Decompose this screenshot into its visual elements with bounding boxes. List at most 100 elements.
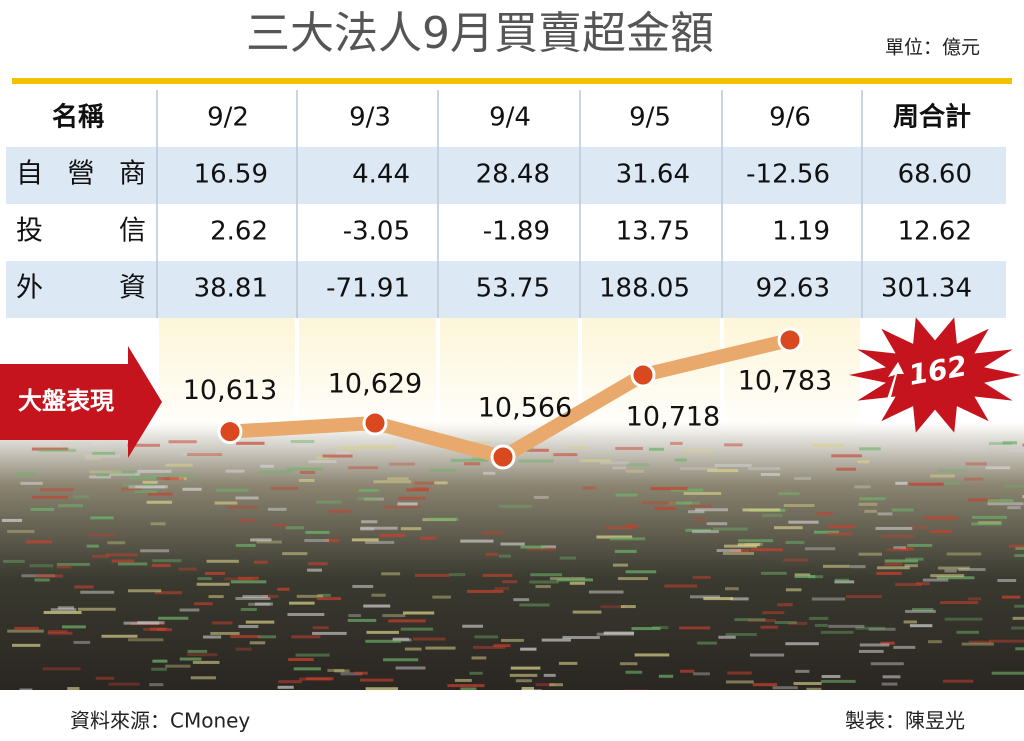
board-cell	[249, 641, 266, 645]
board-cell	[858, 649, 884, 653]
board-cell	[305, 530, 330, 534]
board-cell	[47, 631, 73, 635]
chart: 10,613 10,629 10,566 10,718 10,783	[183, 327, 832, 470]
board-cell	[773, 526, 803, 530]
board-cell	[850, 565, 866, 569]
board-cell	[137, 469, 172, 473]
credit: 製表：陳昱光	[845, 709, 965, 733]
board-cell	[324, 538, 340, 542]
board-cell	[387, 477, 409, 481]
board-cell	[1008, 544, 1024, 548]
board-cell	[463, 462, 481, 466]
board-cell	[987, 502, 1024, 506]
board-cell	[236, 441, 265, 445]
board-cell	[360, 526, 398, 530]
board-cell	[359, 678, 394, 682]
board-cell	[858, 552, 882, 556]
board-cell	[884, 562, 903, 566]
board-cell	[727, 671, 752, 675]
board-cell	[648, 447, 664, 451]
board-cell	[793, 682, 822, 686]
board-cell	[282, 552, 308, 556]
board-cell	[197, 577, 212, 581]
board-cell	[129, 475, 161, 479]
column-header: 名稱	[52, 102, 104, 133]
board-cell	[108, 682, 140, 686]
board-cell	[287, 612, 325, 616]
board-cell	[891, 508, 914, 512]
board-cell	[363, 604, 391, 608]
board-cell	[272, 523, 289, 527]
board-cell	[340, 672, 363, 676]
board-cell	[834, 580, 855, 584]
board-cell	[762, 611, 785, 615]
board-cell	[434, 481, 448, 485]
board-cell	[152, 559, 182, 563]
board-cell	[562, 635, 600, 639]
board-cell	[225, 469, 245, 473]
board-cell	[493, 442, 511, 446]
board-cell	[895, 583, 922, 587]
column-header: 9/2	[207, 103, 249, 133]
board-cell	[820, 630, 854, 634]
board-cell	[697, 641, 718, 645]
board-cell	[988, 441, 1012, 445]
board-cell	[989, 639, 1024, 643]
board-cell	[50, 608, 77, 612]
board-cell	[38, 448, 77, 452]
cell: 28.48	[476, 160, 550, 190]
board-cell	[238, 576, 259, 580]
board-cell	[317, 593, 331, 597]
board-cell	[392, 637, 410, 641]
board-cell	[121, 483, 155, 487]
board-cell	[864, 509, 877, 513]
index-point	[217, 419, 243, 445]
board-cell	[875, 526, 913, 530]
board-cell	[641, 501, 677, 505]
board-cell	[558, 661, 578, 665]
board-cell	[147, 492, 173, 496]
board-cell	[59, 442, 93, 446]
board-cell	[121, 487, 142, 491]
board-cell	[429, 517, 459, 521]
board-cell	[127, 443, 160, 447]
row-band	[6, 261, 1006, 318]
board-cell	[196, 582, 230, 586]
board-cell	[77, 607, 116, 611]
board-cell	[151, 667, 167, 671]
board-cell	[634, 653, 670, 657]
index-point	[630, 362, 656, 388]
board-cell	[336, 451, 351, 455]
value-label: 10,783	[738, 366, 832, 397]
board-cell	[695, 508, 728, 512]
board-cell	[664, 584, 698, 588]
board-cell	[235, 647, 252, 651]
board-cell	[388, 619, 426, 623]
board-cell	[295, 653, 330, 657]
board-cell	[500, 638, 524, 642]
board-cell	[828, 525, 855, 529]
board-cell	[778, 492, 800, 496]
board-cell	[1022, 494, 1024, 498]
board-cell	[572, 610, 602, 614]
board-cell	[482, 573, 513, 577]
board-cell	[619, 662, 638, 666]
board-cell	[692, 530, 719, 534]
board-cell	[235, 543, 256, 547]
board-cell	[140, 549, 170, 553]
board-cell	[12, 643, 41, 647]
board-cell	[462, 624, 484, 628]
board-cell	[854, 485, 871, 489]
board-cell	[500, 542, 525, 546]
board-cell	[693, 672, 710, 676]
board-cell	[811, 597, 846, 601]
board-cell	[285, 526, 304, 530]
board-cell	[855, 626, 886, 630]
board-cell	[239, 518, 255, 522]
board-cell	[211, 621, 233, 625]
value-label: 10,613	[183, 375, 277, 406]
board-cell	[738, 539, 774, 543]
board-cell	[1015, 647, 1024, 651]
board-cell	[57, 606, 75, 610]
cell: 2.62	[210, 217, 268, 247]
